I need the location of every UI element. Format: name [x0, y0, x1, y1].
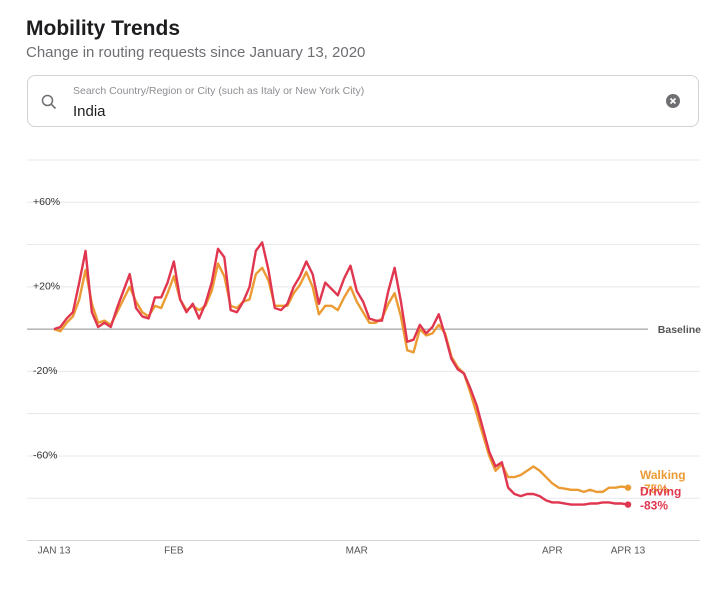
- x-tick-label: APR: [542, 546, 563, 557]
- end-dot: [624, 484, 632, 491]
- subtitle: Change in routing requests since January…: [26, 44, 366, 61]
- series-name: Driving: [640, 485, 681, 499]
- y-tick-label: -60%: [33, 450, 58, 462]
- search-icon: [41, 94, 57, 110]
- x-tick-label: FEB: [164, 546, 184, 557]
- end-dot: [624, 501, 632, 508]
- clear-button[interactable]: [666, 94, 680, 108]
- baseline-label: Baseline: [658, 324, 701, 336]
- line-driving: [53, 241, 629, 506]
- x-tick-label: MAR: [346, 546, 368, 557]
- series-name: Walking: [640, 468, 686, 482]
- y-tick-label: -20%: [33, 365, 58, 377]
- y-tick-label: +60%: [33, 196, 60, 208]
- x-tick-label: APR 13: [611, 546, 646, 557]
- title: Mobility Trends: [26, 17, 181, 40]
- search-placeholder: Search Country/Region or City (such as I…: [73, 85, 365, 97]
- end-value-label: -83%: [640, 499, 668, 513]
- search-value[interactable]: India: [73, 103, 106, 120]
- x-tick-label: JAN 13: [38, 546, 71, 557]
- search-box[interactable]: Search Country/Region or City (such as I…: [27, 75, 699, 127]
- line-walking: [53, 262, 629, 494]
- y-tick-label: +20%: [33, 281, 60, 293]
- end-value-label: -75%: [640, 482, 668, 496]
